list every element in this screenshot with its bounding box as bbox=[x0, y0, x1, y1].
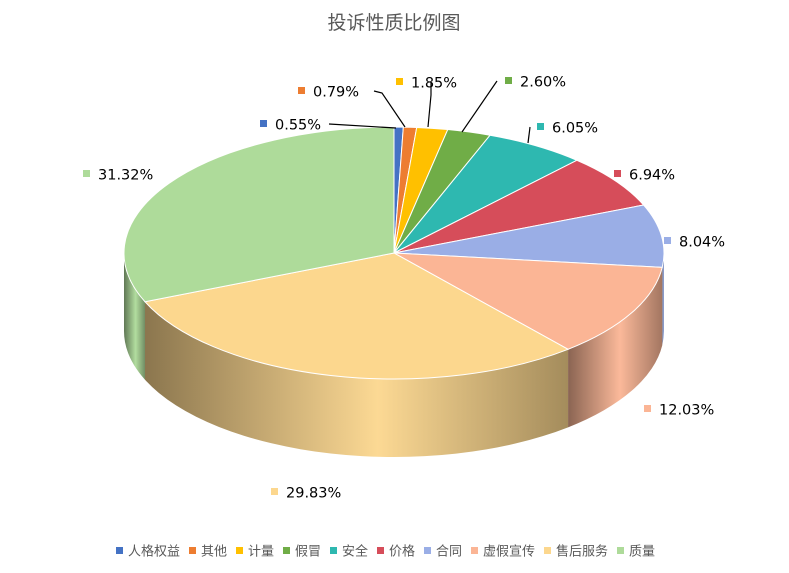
legend-item: 人格权益 bbox=[116, 544, 180, 560]
legend-swatch bbox=[189, 547, 196, 554]
legend-swatch bbox=[424, 547, 431, 554]
legend-item: 计量 bbox=[236, 545, 274, 560]
data-label-text: 0.55% bbox=[275, 118, 321, 134]
label-swatch bbox=[537, 123, 544, 130]
pie-slice-售后服务 bbox=[144, 252, 570, 380]
data-label: 0.79% bbox=[298, 85, 359, 101]
label-swatch bbox=[614, 170, 621, 177]
legend-item: 其他 bbox=[189, 545, 227, 560]
legend-item: 质量 bbox=[617, 545, 655, 560]
label-swatch bbox=[505, 77, 512, 84]
leader-line bbox=[373, 90, 406, 128]
legend-item: 安全 bbox=[330, 544, 368, 560]
legend-label: 计量 bbox=[248, 545, 274, 560]
data-label: 0.55% bbox=[260, 118, 321, 134]
data-label: 8.04% bbox=[664, 235, 725, 251]
label-swatch bbox=[260, 120, 267, 127]
legend-swatch bbox=[471, 547, 478, 554]
legend-item: 售后服务 bbox=[544, 544, 608, 560]
legend-swatch bbox=[116, 547, 123, 554]
data-label-text: 31.32% bbox=[98, 168, 153, 184]
data-labels: 0.55% 0.79% 1.85% 2.60% 6.05% 6.94% 8.04% 12.03… bbox=[83, 75, 725, 502]
legend-label: 价格 bbox=[389, 544, 415, 560]
data-label: 31.32% bbox=[83, 168, 153, 184]
legend-label: 其他 bbox=[201, 545, 227, 560]
leader-line bbox=[427, 82, 432, 128]
legend-label: 质量 bbox=[629, 545, 655, 560]
data-label: 2.60% bbox=[505, 75, 566, 91]
legend-item: 虚假宣传 bbox=[471, 544, 535, 560]
data-label-text: 8.04% bbox=[679, 235, 725, 251]
data-label-text: 2.60% bbox=[520, 75, 566, 91]
data-label-text: 29.83% bbox=[286, 486, 341, 502]
label-swatch bbox=[298, 87, 305, 94]
pie-slice-价格 bbox=[393, 159, 645, 254]
pie-side-质量 bbox=[124, 253, 146, 380]
legend-swatch bbox=[283, 547, 290, 554]
pie-side-售后服务 bbox=[145, 301, 569, 457]
legend-label: 售后服务 bbox=[556, 544, 608, 560]
legend-swatch bbox=[544, 547, 551, 554]
legend-item: 价格 bbox=[377, 544, 415, 560]
pie-side-合同 bbox=[662, 253, 664, 346]
leader-line bbox=[328, 123, 397, 129]
pie-slice-虚假宣传 bbox=[393, 252, 663, 350]
legend-item: 合同 bbox=[424, 545, 462, 560]
pie-top-layer bbox=[123, 126, 665, 380]
pie-side-layer bbox=[124, 253, 664, 457]
data-label: 29.83% bbox=[271, 486, 341, 502]
legend-swatch bbox=[330, 547, 337, 554]
label-swatch bbox=[644, 405, 651, 412]
pie-slice-合同 bbox=[393, 204, 665, 268]
label-swatch bbox=[83, 170, 90, 177]
data-label-text: 1.85% bbox=[411, 76, 457, 92]
legend-item: 假冒 bbox=[283, 545, 321, 560]
data-label-text: 12.03% bbox=[659, 403, 714, 419]
data-label: 6.05% bbox=[537, 121, 598, 137]
label-swatch bbox=[271, 488, 278, 495]
legend-swatch bbox=[617, 547, 624, 554]
legend-swatch bbox=[377, 547, 384, 554]
pie-slice-质量 bbox=[123, 126, 395, 303]
legend-label: 虚假宣传 bbox=[483, 544, 535, 560]
data-label-text: 6.94% bbox=[629, 168, 675, 184]
data-label: 12.03% bbox=[644, 403, 714, 419]
data-label: 1.85% bbox=[396, 76, 457, 92]
legend-label: 假冒 bbox=[295, 545, 321, 560]
label-swatch bbox=[396, 78, 403, 85]
legend-label: 人格权益 bbox=[128, 544, 180, 560]
legend-label: 安全 bbox=[342, 544, 368, 560]
data-label-text: 0.79% bbox=[313, 85, 359, 101]
legend-label: 合同 bbox=[436, 545, 462, 560]
leader-lines bbox=[328, 80, 531, 144]
data-label-text: 6.05% bbox=[552, 121, 598, 137]
legend-swatch bbox=[236, 547, 243, 554]
chart-title: 投诉性质比例图 bbox=[327, 12, 460, 34]
pie-side-虚假宣传 bbox=[568, 267, 663, 428]
label-swatch bbox=[664, 237, 671, 244]
legend: 人格权益 其他 计量 假冒 安全 价格 合同 虚假宣传 售后服务 质量 bbox=[116, 544, 655, 560]
data-label: 6.94% bbox=[614, 168, 675, 184]
leader-line bbox=[461, 80, 498, 133]
leader-line bbox=[527, 126, 531, 144]
